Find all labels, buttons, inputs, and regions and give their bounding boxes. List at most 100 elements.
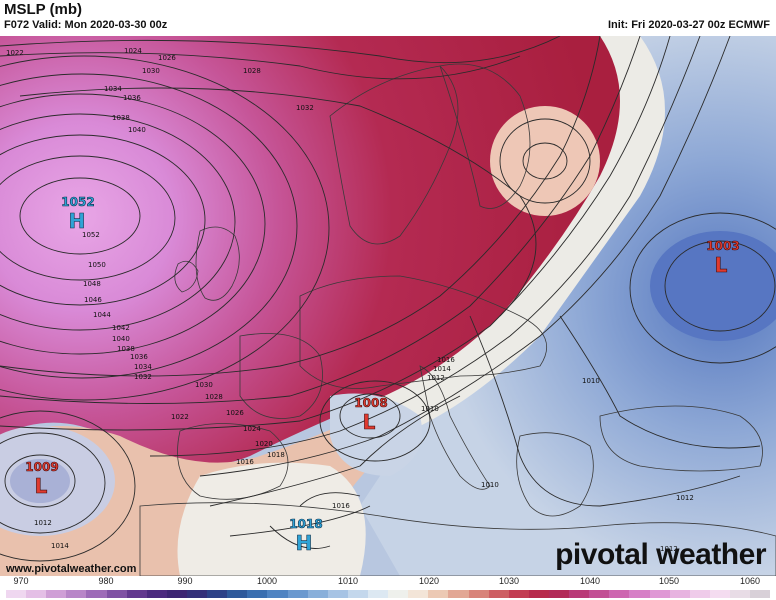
scale-swatch <box>488 590 509 598</box>
scale-swatch <box>86 590 107 598</box>
map-title: MSLP (mb) <box>4 1 83 18</box>
scale-swatch <box>26 590 47 598</box>
scale-swatch <box>729 590 751 598</box>
scale-swatch <box>548 590 570 598</box>
pressure-center-high-1018: 1018 H <box>289 517 323 556</box>
center-letter: H <box>296 531 313 555</box>
init-time: Init: Fri 2020-03-27 00z ECMWF <box>608 19 770 31</box>
isobar-label: 1012 <box>676 494 694 502</box>
isobar-label: 1010 <box>421 405 439 413</box>
isobar-label: 1022 <box>171 413 189 421</box>
isobar-label: 1052 <box>82 231 100 239</box>
center-value: 1008 <box>354 396 387 410</box>
north-africa-region <box>177 462 366 576</box>
isobar-label: 1028 <box>243 67 261 75</box>
scale-swatch <box>629 590 650 598</box>
pressure-center-low-1003: 1003 L <box>706 239 740 278</box>
isobars <box>0 36 776 562</box>
center-value: 1003 <box>706 239 739 253</box>
scale-tick: 1030 <box>498 576 520 586</box>
scale-swatch <box>46 590 67 598</box>
isobar-label: 1016 <box>236 458 254 466</box>
brand-logo-text: pivotal weather <box>555 538 766 571</box>
center-letter: L <box>35 474 48 498</box>
scale-swatch <box>669 590 690 598</box>
scale-swatch <box>428 590 449 598</box>
isobar-label: 1038 <box>112 114 130 122</box>
scale-swatch <box>609 590 630 598</box>
center-letter: L <box>363 410 376 434</box>
center-letter: H <box>69 209 86 233</box>
scale-swatch <box>508 590 529 598</box>
northeast-low-region <box>650 231 776 341</box>
isobar-label: 1024 <box>243 425 261 433</box>
scale-swatch <box>347 590 368 598</box>
isobar-label: 1030 <box>142 67 160 75</box>
high-pressure-region <box>0 36 620 466</box>
isobar-label: 1038 <box>117 345 135 353</box>
isobar-label: 1014 <box>51 542 69 550</box>
scale-swatch <box>126 590 147 598</box>
isobar-label: 1034 <box>104 85 122 93</box>
isobar-label: 1018 <box>267 451 285 459</box>
scale-tick: 980 <box>98 576 114 586</box>
scale-swatch <box>146 590 167 598</box>
scale-color-bar <box>6 590 771 598</box>
scale-swatch <box>267 590 288 598</box>
scale-swatch <box>709 590 730 598</box>
isobar-label: 1014 <box>433 365 451 373</box>
scale-swatch <box>287 590 308 598</box>
scale-swatch <box>367 590 389 598</box>
land-masses <box>139 63 776 576</box>
scale-swatch <box>327 590 348 598</box>
scale-swatch <box>227 590 248 598</box>
scale-swatch <box>408 590 429 598</box>
isobar-label: 1024 <box>124 47 142 55</box>
scale-swatch <box>649 590 670 598</box>
scale-swatch <box>569 590 590 598</box>
pressure-center-low-1009: 1009 L <box>25 460 59 499</box>
isobar-label: 1012 <box>660 545 678 553</box>
isobar-label: 1050 <box>88 261 106 269</box>
isobar-label: 1042 <box>112 324 130 332</box>
valid-time: F072 Valid: Mon 2020-03-30 00z <box>4 19 168 31</box>
isobar-label: 1034 <box>134 363 152 371</box>
isobar-label: 1012 <box>34 519 52 527</box>
scale-tick: 1040 <box>579 576 601 586</box>
isobar-label: 1044 <box>93 311 111 319</box>
isobar-label: 1036 <box>130 353 148 361</box>
isobar-label: 1040 <box>128 126 146 134</box>
scale-swatch <box>307 590 328 598</box>
scale-swatch <box>166 590 187 598</box>
scale-tick: 990 <box>177 576 193 586</box>
isobar-label: 1032 <box>134 373 152 381</box>
isobar-label: 1012 <box>427 374 445 382</box>
atlantic-low-core <box>10 459 70 503</box>
isobar-label: 1022 <box>6 49 24 57</box>
scale-swatch <box>186 590 208 598</box>
center-value: 1052 <box>61 195 94 209</box>
isobar-label: 1026 <box>226 409 244 417</box>
scale-tick: 1010 <box>337 576 359 586</box>
scale-tick: 1060 <box>739 576 761 586</box>
scale-tick: 1050 <box>658 576 680 586</box>
scale-tick: 1000 <box>256 576 278 586</box>
scandinavian-warm-region <box>490 106 600 216</box>
scale-tick: 1020 <box>418 576 440 586</box>
isobar-label: 1020 <box>255 440 273 448</box>
scale-swatch <box>388 590 409 598</box>
isobar-label: 1032 <box>296 104 314 112</box>
isobar-labels: 1022 1024 1026 1028 1030 1032 1034 1036 … <box>6 47 694 553</box>
scale-swatch <box>750 590 771 598</box>
center-letter: L <box>715 253 728 277</box>
isobar-label: 1030 <box>195 381 213 389</box>
isobar-label: 1016 <box>437 356 455 364</box>
scale-swatch <box>689 590 710 598</box>
center-value: 1018 <box>289 517 322 531</box>
scale-ticks: 970 980 990 1000 1010 1020 1030 1040 105… <box>0 576 776 588</box>
website-url: www.pivotalweather.com <box>6 563 137 575</box>
center-value: 1009 <box>25 460 58 474</box>
scale-swatch <box>66 590 87 598</box>
scale-swatch <box>6 590 27 598</box>
scale-swatch <box>106 590 127 598</box>
